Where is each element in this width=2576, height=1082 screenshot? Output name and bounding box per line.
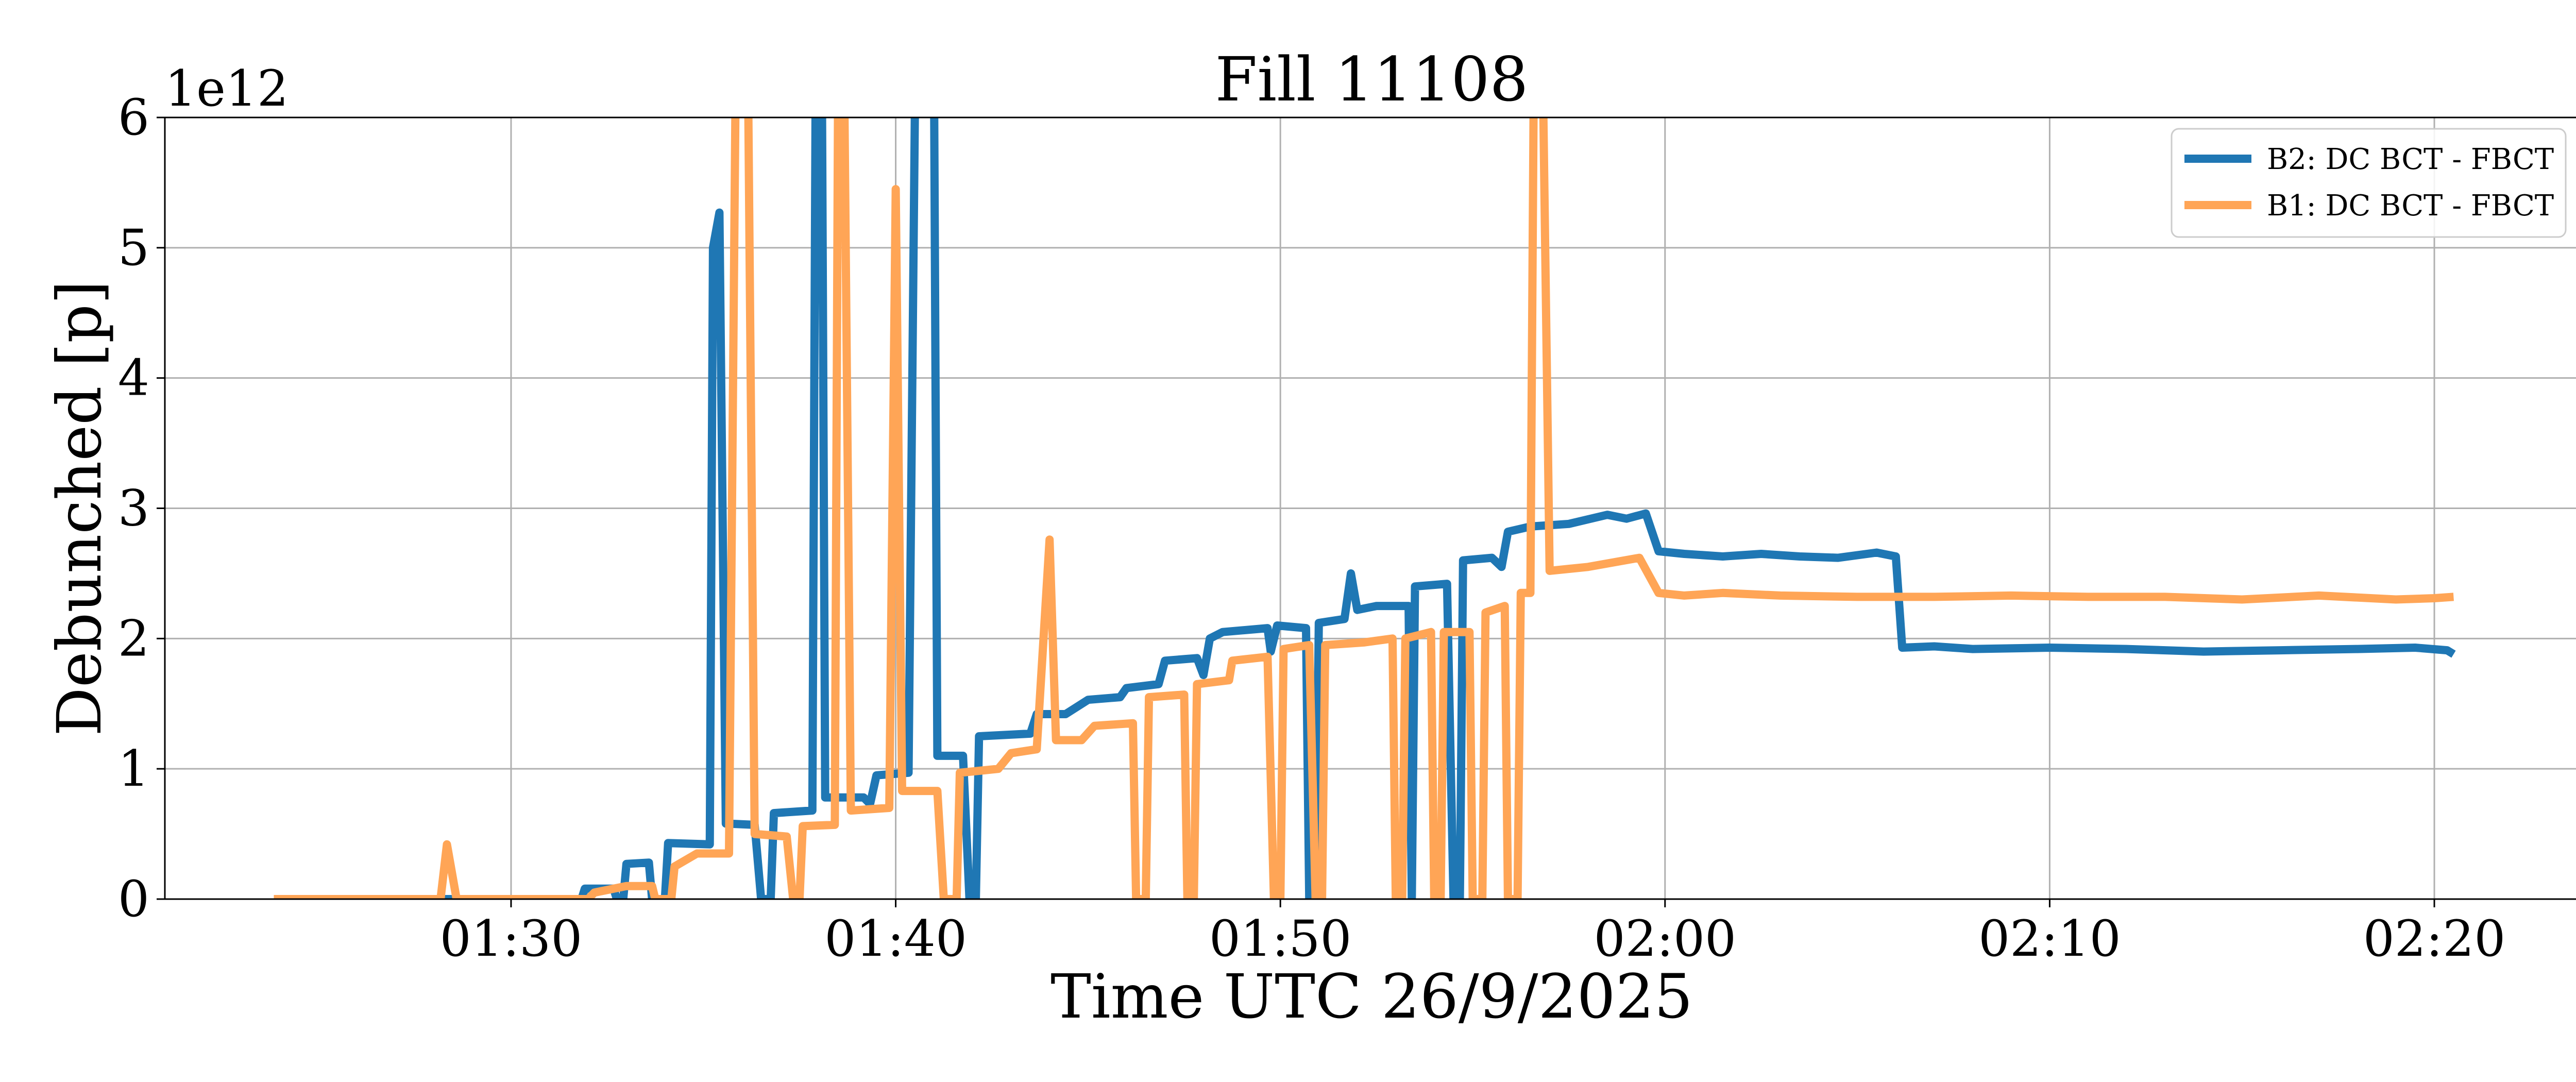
plot-series bbox=[274, 117, 2456, 899]
axis-ticks: 01:30 01:40 01:50 02:00 02:10 02:20 0 1 2 3 4 5 6 bbox=[118, 89, 2505, 968]
x-tick-label: 01:50 bbox=[1209, 910, 1352, 968]
y-tick-label: 0 bbox=[118, 870, 149, 928]
chart-title: Fill 11108 bbox=[1215, 44, 1529, 115]
y-tick-label: 5 bbox=[118, 219, 149, 277]
x-tick-label: 01:30 bbox=[440, 910, 583, 968]
series-line-b2 bbox=[274, 117, 2456, 899]
legend-box bbox=[2171, 128, 2567, 238]
y-axis-label: Debunched [p] bbox=[44, 280, 115, 736]
y-tick-label: 1 bbox=[118, 740, 149, 798]
legend-label: B2: DC BCT - FBCT bbox=[2267, 143, 2554, 176]
y-tick-label: 3 bbox=[118, 480, 149, 537]
legend: B2: DC BCT - FBCT B1: DC BCT - FBCT bbox=[2171, 128, 2567, 238]
x-tick-label: 02:10 bbox=[1978, 910, 2121, 968]
y-tick-label: 6 bbox=[118, 89, 149, 146]
y-axis-offset-label: 1e12 bbox=[165, 60, 289, 117]
x-tick-label: 01:40 bbox=[824, 910, 967, 968]
y-tick-label: 2 bbox=[118, 610, 149, 667]
x-axis-label: Time UTC 26/9/2025 bbox=[1050, 961, 1693, 1032]
y-tick-label: 4 bbox=[118, 349, 149, 407]
x-tick-label: 02:20 bbox=[2363, 910, 2506, 968]
series-line-b1 bbox=[274, 117, 2454, 899]
legend-label: B1: DC BCT - FBCT bbox=[2267, 189, 2554, 223]
x-tick-label: 02:00 bbox=[1594, 910, 1736, 968]
